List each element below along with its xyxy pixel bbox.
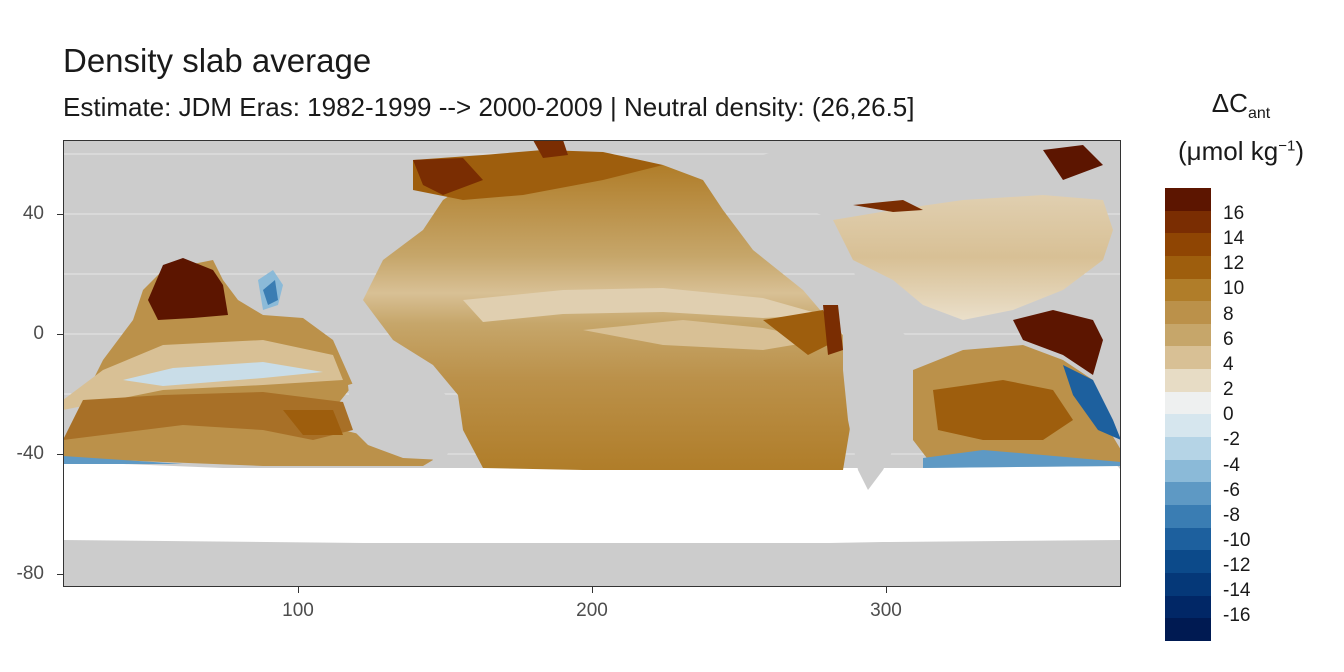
colorbar-label: 6 [1223,328,1234,350]
region-south-indian-core [63,392,353,440]
colorbar-swatch [1165,437,1211,460]
colorbar-label: 4 [1223,353,1234,375]
legend-title-main: ΔC [1211,88,1248,118]
colorbar-label: 12 [1223,253,1245,275]
legend-unit: (μmol kg−1) [1166,136,1316,167]
x-tickmark [592,587,593,593]
colorbar-swatch [1165,414,1211,438]
colorbar-label: 10 [1223,278,1245,300]
x-tick-label: 100 [282,600,314,621]
region-north-atlantic [833,195,1113,320]
density-slab-map [63,140,1121,587]
colorbar-swatch [1165,527,1211,551]
colorbar-swatch [1165,550,1211,573]
colorbar-label: -12 [1223,555,1251,577]
colorbar-label: 14 [1223,228,1245,250]
x-tick-label: 300 [870,600,902,621]
colorbar-label: -16 [1223,605,1251,627]
colorbar-swatch [1165,459,1211,483]
x-tickmark [886,587,887,593]
y-tick-label: -80 [16,563,44,584]
colorbar-swatch [1165,618,1211,641]
colorbar-swatch [1165,233,1211,256]
legend-title: ΔCant [1166,88,1316,123]
legend-unit-pre: (μmol kg [1178,136,1279,166]
colorbar-label: -8 [1223,504,1240,526]
region-benguela [1063,365,1121,440]
y-tick-label: 40 [22,203,44,224]
region-southern-front-indian [63,456,183,464]
colorbar-swatch [1165,188,1211,211]
region-indian-blue-band [123,362,323,386]
colorbar-swatch [1165,278,1211,302]
colorbar-label: 2 [1223,379,1234,401]
region-subpolar-north-pacific [413,150,663,200]
southern-ocean-nodata [63,468,1121,543]
colorbar-label: -6 [1223,479,1240,501]
legend-unit-sup: −1 [1278,137,1296,155]
plot-panel-border [63,140,1121,587]
colorbar-label: -2 [1223,429,1240,451]
colorbar [1165,188,1211,641]
legend-title-sub: ant [1247,105,1271,123]
y-tickmark [57,334,63,335]
region-southern-front-atlantic [923,450,1121,468]
colorbar-swatch [1165,391,1211,415]
colorbar-swatch [1165,323,1211,347]
map-subtitle: Estimate: JDM Eras: 1982-1999 --> 2000-2… [63,92,915,122]
x-tick-label: 200 [576,600,608,621]
colorbar-swatch [1165,369,1211,392]
legend-unit-post: ) [1295,136,1304,166]
colorbar-label: -14 [1223,580,1251,602]
map-title: Density slab average [63,42,372,79]
antarctica-land [63,540,1121,587]
x-tickmark [298,587,299,593]
colorbar-swatch [1165,346,1211,370]
colorbar-swatch [1165,572,1211,596]
y-tick-label: -40 [16,443,44,464]
colorbar-label: 0 [1223,404,1234,426]
australia-land [348,375,458,460]
y-tickmark [57,454,63,455]
region-gulf-of-guinea [1013,310,1103,375]
colorbar-swatch [1165,482,1211,505]
y-tickmark [57,214,63,215]
colorbar-swatch [1165,301,1211,324]
y-tick-label: 0 [33,323,44,344]
colorbar-swatch [1165,595,1211,619]
colorbar-label: 8 [1223,303,1234,325]
colorbar-label: -4 [1223,454,1240,476]
region-equatorial-pacific [463,288,823,322]
region-pacific [363,165,853,470]
north-america-land [703,140,1121,320]
colorbar-swatch [1165,210,1211,234]
colorbar-label: 16 [1223,203,1245,224]
colorbar-swatch [1165,255,1211,279]
colorbar-swatch [1165,504,1211,528]
colorbar-label: -10 [1223,529,1251,551]
y-tickmark [57,574,63,575]
region-arabian-sea [148,258,228,320]
south-america-land [843,320,943,490]
